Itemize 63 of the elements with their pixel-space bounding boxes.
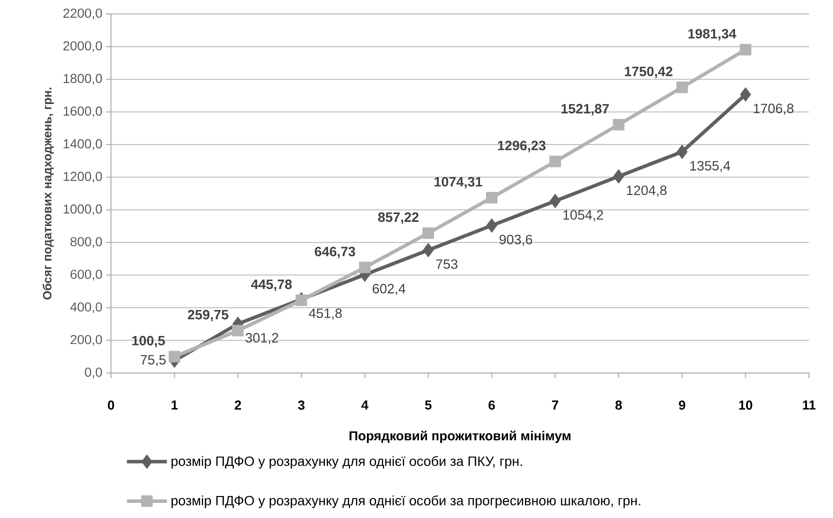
data-label: 1296,23: [498, 140, 546, 152]
data-label: 1204,8: [626, 186, 667, 197]
data-label: 602,4: [372, 284, 406, 296]
point: [486, 218, 498, 233]
data-label: 100,5: [132, 336, 165, 348]
y-tick-label: 0,0: [84, 368, 102, 378]
data-label: 1750,42: [624, 66, 672, 78]
x-tick-label: 6: [488, 400, 495, 410]
x-tick-label: 1: [172, 400, 178, 410]
data-label: 857,22: [378, 212, 419, 224]
x-tick-label: 10: [739, 400, 752, 410]
point: [168, 350, 180, 362]
x-tick-label: 5: [425, 400, 432, 410]
data-label: 301,2: [246, 333, 278, 344]
point: [422, 227, 434, 239]
y-tick-label: 800,0: [70, 237, 102, 248]
x-axis-title: Порядковий прожитковий мінімум: [350, 430, 570, 443]
y-tick-label: 600,0: [70, 270, 102, 280]
data-label: 1054,2: [563, 210, 603, 222]
data-label: 75,5: [140, 355, 166, 366]
x-tick-label: 4: [361, 400, 368, 410]
data-label: 445,78: [251, 280, 292, 292]
data-label: 1355,4: [690, 161, 730, 172]
x-tick-label: 7: [552, 400, 558, 410]
point: [676, 82, 688, 94]
y-tick-label: 2200,0: [63, 8, 102, 20]
point: [359, 262, 371, 274]
y-tick-label: 400,0: [70, 302, 102, 314]
point: [612, 118, 624, 130]
point: [232, 324, 244, 336]
point: [740, 87, 752, 102]
point: [613, 169, 624, 184]
legend-label: розмір ПДФО у розрахунку для однієї особи за ПКУ, грн.: [172, 456, 522, 469]
y-tick-label: 2000,0: [63, 41, 102, 52]
x-tick-label: 2: [234, 400, 242, 410]
y-tick-label: 1200,0: [64, 172, 102, 183]
point: [676, 144, 688, 160]
y-tick-label: 1000,0: [64, 204, 102, 216]
y-tick-label: 1600,0: [64, 106, 102, 118]
data-label: 451,8: [308, 308, 342, 320]
y-tick-label: 1800,0: [64, 74, 102, 85]
x-tick-label: 11: [802, 400, 816, 410]
data-label: 1706,8: [754, 104, 794, 115]
data-label: 646,73: [314, 246, 356, 258]
y-tick-label: 200,0: [70, 334, 102, 346]
x-tick-label: 9: [678, 400, 686, 410]
y-tick-label: 1400,0: [64, 139, 102, 150]
point: [422, 242, 434, 258]
data-label: 1074,31: [434, 176, 482, 188]
x-tick-label: 8: [615, 400, 622, 410]
data-label: 903,6: [500, 234, 532, 246]
point: [486, 192, 498, 204]
data-label: 1981,34: [688, 28, 736, 40]
x-tick-label: 3: [298, 400, 305, 410]
point: [740, 44, 752, 56]
data-label: 259,75: [188, 310, 228, 322]
point: [550, 194, 561, 208]
data-label: 753: [436, 259, 458, 269]
legend-label: розмір ПДФО у розрахунку для однієї особи за прогресивною шкалою, грн.: [172, 495, 640, 508]
x-tick-label: 0: [108, 400, 114, 410]
data-label: 1521,87: [561, 104, 609, 116]
point: [549, 156, 561, 168]
y-axis-title: Обсяг податкових надходжень, грн.: [42, 88, 54, 300]
